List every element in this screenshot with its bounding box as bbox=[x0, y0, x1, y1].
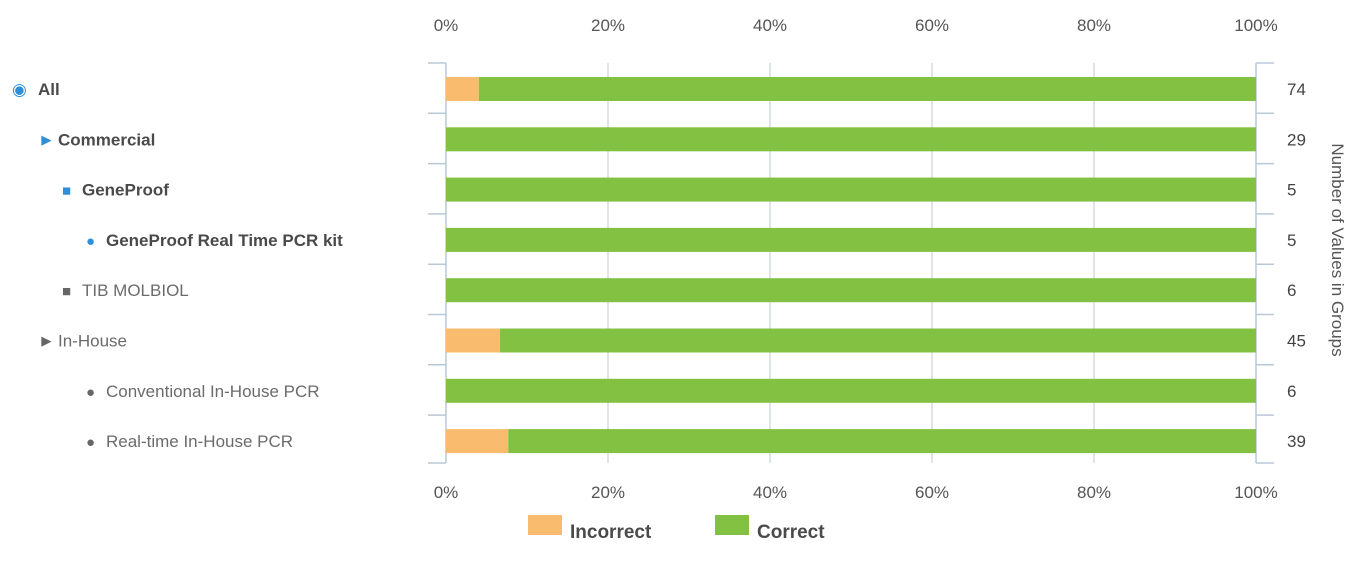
correct-bar-segment bbox=[478, 77, 1256, 101]
category-label-text: GeneProof bbox=[82, 181, 169, 200]
category-label-1[interactable]: ◉ All bbox=[12, 80, 60, 99]
correct-bar-segment bbox=[508, 429, 1256, 454]
group-count-value: 29 bbox=[1287, 130, 1306, 149]
tree-marker-icon: ► bbox=[38, 332, 55, 351]
top-tick-label: 40% bbox=[753, 16, 787, 35]
group-counts: 74 29 5 5 6 45 6 39 bbox=[1287, 80, 1306, 451]
top-axis-ticks: 0% 20% 40% 60% 80% 100% bbox=[434, 16, 1278, 35]
bottom-tick-label: 0% bbox=[434, 483, 459, 502]
tree-marker-icon: ● bbox=[86, 233, 95, 250]
grid-lines bbox=[607, 63, 1095, 463]
axis-frame bbox=[428, 62, 1274, 464]
legend-swatch bbox=[528, 515, 562, 535]
category-label-text: TIB MOLBIOL bbox=[82, 281, 189, 300]
category-label-text: All bbox=[38, 80, 60, 99]
bottom-tick-label: 60% bbox=[915, 483, 949, 502]
tree-marker-icon: ■ bbox=[62, 283, 71, 300]
category-labels[interactable]: ◉ All► Commercial■ GeneProof● GeneProof Real… bbox=[12, 80, 343, 451]
top-tick-label: 100% bbox=[1234, 16, 1277, 35]
legend-swatch bbox=[715, 515, 749, 535]
category-label-text: In-House bbox=[58, 332, 127, 351]
category-label-7[interactable]: ● Conventional In-House PCR bbox=[86, 382, 320, 401]
bottom-tick-label: 80% bbox=[1077, 483, 1111, 502]
tree-marker-icon: ◉ bbox=[12, 80, 27, 99]
legend-label: Incorrect bbox=[570, 522, 652, 543]
tree-marker-icon: ■ bbox=[62, 183, 71, 200]
legend[interactable]: Incorrect Correct bbox=[528, 515, 825, 543]
incorrect-bar-segment bbox=[446, 429, 509, 454]
tree-marker-icon: ► bbox=[38, 130, 55, 149]
group-count-value: 6 bbox=[1287, 281, 1296, 300]
correct-bar-segment bbox=[500, 328, 1257, 353]
legend-item-incorrect[interactable]: Incorrect bbox=[528, 515, 652, 543]
category-label-8[interactable]: ● Real-time In-House PCR bbox=[86, 432, 293, 451]
correct-bar-segment bbox=[446, 177, 1256, 202]
top-tick-label: 0% bbox=[434, 16, 459, 35]
correct-bar-segment bbox=[446, 378, 1256, 403]
category-label-text: GeneProof Real Time PCR kit bbox=[106, 231, 343, 250]
group-count-value: 39 bbox=[1287, 432, 1306, 451]
category-label-2[interactable]: ► Commercial bbox=[38, 130, 155, 149]
category-label-6[interactable]: ► In-House bbox=[38, 332, 127, 351]
bottom-tick-label: 20% bbox=[591, 483, 625, 502]
category-label-text: Commercial bbox=[58, 130, 155, 149]
group-count-value: 5 bbox=[1287, 181, 1296, 200]
incorrect-bar-segment bbox=[446, 77, 479, 101]
legend-item-correct[interactable]: Correct bbox=[715, 515, 825, 543]
right-axis-title: Number of Values in Groups bbox=[1328, 143, 1347, 356]
correct-bar-segment bbox=[446, 278, 1256, 303]
correct-bar-segment bbox=[446, 127, 1256, 152]
top-tick-label: 80% bbox=[1077, 16, 1111, 35]
bottom-tick-label: 40% bbox=[753, 483, 787, 502]
incorrect-bar-segment bbox=[446, 328, 501, 353]
category-label-5[interactable]: ■ TIB MOLBIOL bbox=[62, 281, 189, 300]
correct-bar-segment bbox=[446, 227, 1256, 252]
category-label-text: Real-time In-House PCR bbox=[106, 432, 293, 451]
bottom-axis-ticks: 0% 20% 40% 60% 80% 100% bbox=[434, 483, 1278, 502]
tree-marker-icon: ● bbox=[86, 384, 95, 401]
group-count-value: 74 bbox=[1287, 80, 1306, 99]
tree-marker-icon: ● bbox=[86, 434, 95, 451]
legend-label: Correct bbox=[757, 522, 825, 543]
category-label-text: Conventional In-House PCR bbox=[106, 382, 320, 401]
bottom-tick-label: 100% bbox=[1234, 483, 1277, 502]
group-count-value: 45 bbox=[1287, 332, 1306, 351]
top-tick-label: 60% bbox=[915, 16, 949, 35]
group-count-value: 5 bbox=[1287, 231, 1296, 250]
category-label-4[interactable]: ● GeneProof Real Time PCR kit bbox=[86, 231, 343, 250]
bars bbox=[446, 77, 1257, 454]
top-tick-label: 20% bbox=[591, 16, 625, 35]
group-count-value: 6 bbox=[1287, 382, 1296, 401]
category-label-3[interactable]: ■ GeneProof bbox=[62, 181, 169, 200]
